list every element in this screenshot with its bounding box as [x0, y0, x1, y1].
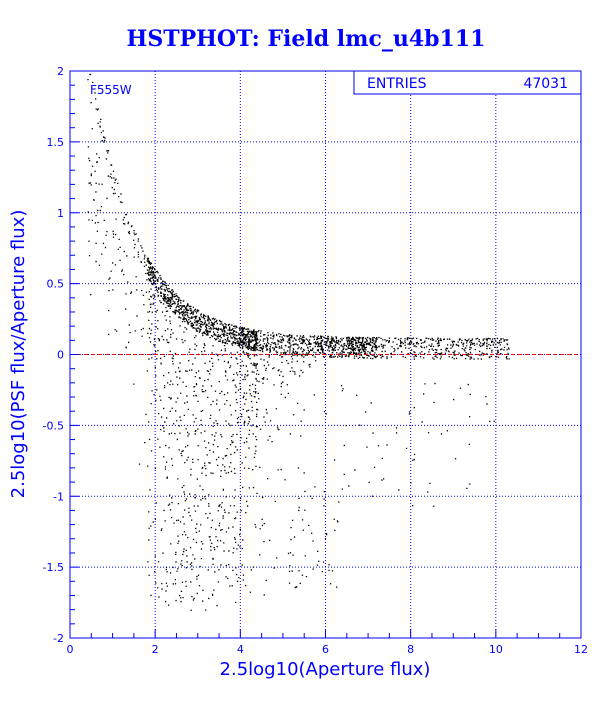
y-tick-label: 0 [57, 349, 64, 362]
plot-border [69, 70, 582, 639]
stats-value: 47031 [523, 76, 568, 92]
stats-label: ENTRIES [367, 76, 427, 92]
y-tick-label: 1 [57, 207, 64, 220]
x-tick-label: 6 [322, 643, 329, 656]
y-tick-label: 0.5 [47, 278, 65, 291]
axis-ticks: 0 2 4 6 8 10 12 -2 -1.5 -1 -0.5 0 0.5 1 1.5 2 [43, 65, 588, 656]
y-tick-label: 2 [57, 65, 64, 78]
x-axis-title: 2.5log10(Aperture flux) [220, 659, 431, 680]
y-tick-label: -0.5 [43, 419, 64, 432]
x-tick-label: 12 [574, 643, 588, 656]
x-tick-label: 10 [489, 643, 503, 656]
y-tick-label: -2 [53, 632, 64, 645]
y-tick-label: 1.5 [47, 136, 65, 149]
data-points [87, 73, 510, 611]
chart-title: HSTPHOT: Field lmc_u4b111 [127, 26, 486, 52]
stats-box: ENTRIES 47031 [353, 70, 582, 95]
stats-box-frame [353, 70, 582, 95]
x-tick-label: 2 [152, 643, 159, 656]
y-axis-title: 2.5log10(PSF flux/Aperture flux) [8, 210, 29, 499]
filter-label: F555W [90, 83, 132, 97]
x-tick-label: 8 [407, 643, 414, 656]
y-tick-label: -1.5 [43, 561, 64, 574]
x-tick-label: 0 [67, 643, 74, 656]
x-tick-label: 4 [237, 643, 244, 656]
y-tick-label: -1 [53, 490, 64, 503]
scatter-points [87, 73, 510, 611]
